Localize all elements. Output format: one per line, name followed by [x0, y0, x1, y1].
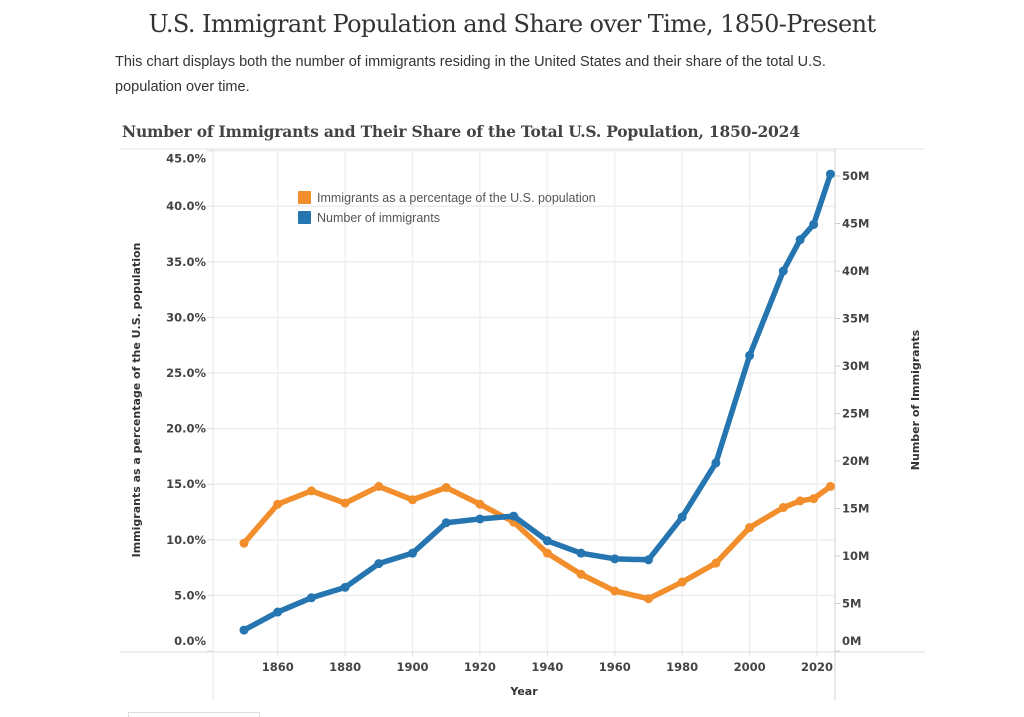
- right-tick-label: 20M: [842, 454, 869, 468]
- data-point-number: [745, 351, 755, 361]
- data-point-number: [778, 266, 788, 276]
- x-axis: 1860 1880 1900 1920 1940 1960 1980 2000 2020: [262, 652, 833, 674]
- left-tick-label: 20.0%: [166, 422, 206, 436]
- x-tick-label: 1860: [262, 660, 294, 674]
- data-point-percentage: [576, 569, 586, 579]
- legend-label-number: Number of immigrants: [317, 211, 440, 225]
- left-tick-label: 0.0%: [174, 634, 206, 648]
- x-tick-label: 1980: [666, 660, 698, 674]
- legend[interactable]: Immigrants as a percentage of the U.S. p…: [298, 191, 596, 225]
- data-point-number: [825, 169, 835, 179]
- data-point-number: [711, 458, 721, 468]
- data-point-number: [677, 512, 687, 522]
- data-point-number: [475, 514, 485, 524]
- series-layer: [239, 169, 835, 635]
- data-point-percentage: [825, 481, 835, 491]
- data-point-percentage: [643, 594, 653, 604]
- x-tick-label: 2020: [801, 660, 833, 674]
- data-point-percentage: [795, 496, 805, 506]
- gridlines: [213, 149, 835, 652]
- right-tick-label: 50M: [842, 169, 869, 183]
- data-point-number: [273, 607, 283, 617]
- legend-swatch-number: [298, 211, 311, 224]
- data-point-percentage: [677, 577, 687, 587]
- left-tick-label: 10.0%: [166, 533, 206, 547]
- data-point-number: [610, 554, 620, 564]
- x-tick-label: 1880: [329, 660, 361, 674]
- right-tick-label: 25M: [842, 407, 869, 421]
- x-tick-label: 1920: [464, 660, 496, 674]
- data-point-number: [576, 548, 586, 558]
- left-tick-label: 30.0%: [166, 310, 206, 324]
- data-point-number: [239, 625, 249, 635]
- chart-frame: [120, 148, 925, 700]
- data-point-number: [509, 511, 519, 521]
- data-point-percentage: [542, 548, 552, 558]
- page-title: U.S. Immigrant Population and Share over…: [148, 10, 876, 38]
- data-point-number: [306, 593, 316, 603]
- data-point-percentage: [711, 558, 721, 568]
- data-point-number: [795, 235, 805, 245]
- data-point-number: [408, 548, 418, 558]
- chart-title: Number of Immigrants and Their Share of …: [122, 122, 800, 141]
- right-tick-label: 5M: [842, 597, 861, 611]
- series-number: [239, 169, 835, 635]
- data-point-number: [374, 559, 384, 569]
- data-point-percentage: [745, 523, 755, 533]
- right-tick-label: 45M: [842, 217, 869, 231]
- right-tick-label: 40M: [842, 264, 869, 278]
- data-point-percentage: [610, 586, 620, 596]
- left-y-axis-title: Immigrants as a percentage of the U.S. p…: [130, 243, 143, 558]
- left-y-axis: 0.0% 5.0% 10.0% 15.0% 20.0% 25.0% 30.0% 35.0% 40…: [166, 150, 213, 652]
- right-tick-label: 10M: [842, 549, 869, 563]
- left-tick-label: 25.0%: [166, 366, 206, 380]
- page-description: This chart displays both the number of i…: [115, 54, 826, 95]
- left-tick-label: 15.0%: [166, 477, 206, 491]
- series-line-number: [241, 171, 834, 633]
- data-point-number: [643, 555, 653, 565]
- legend-label-percentage: Immigrants as a percentage of the U.S. p…: [317, 191, 596, 205]
- x-tick-label: 1900: [397, 660, 429, 674]
- right-tick-label: 35M: [842, 312, 869, 326]
- left-tick-label: 45.0%: [166, 152, 206, 166]
- right-tick-label: 30M: [842, 359, 869, 373]
- left-tick-label: 35.0%: [166, 255, 206, 269]
- data-point-number: [340, 582, 350, 592]
- data-point-percentage: [475, 499, 485, 509]
- data-point-percentage: [374, 481, 384, 491]
- x-tick-label: 1940: [531, 660, 563, 674]
- x-tick-label: 1960: [599, 660, 631, 674]
- series-percentage: [239, 481, 835, 604]
- data-point-percentage: [441, 483, 451, 493]
- data-point-percentage: [306, 486, 316, 496]
- data-point-number: [441, 518, 451, 528]
- left-tick-label: 40.0%: [166, 199, 206, 213]
- right-y-axis-title: Number of Immigrants: [909, 329, 922, 470]
- data-point-percentage: [239, 538, 249, 548]
- right-y-axis: 0M 5M 10M 15M 20M 25M 30M 35M 40M 45M 50M: [835, 169, 869, 652]
- data-point-percentage: [778, 503, 788, 513]
- data-point-percentage: [340, 498, 350, 508]
- right-tick-label: 0M: [842, 634, 861, 648]
- data-point-percentage: [273, 499, 283, 509]
- data-point-percentage: [408, 495, 418, 505]
- right-tick-label: 15M: [842, 502, 869, 516]
- data-point-number: [809, 219, 819, 229]
- x-axis-title: Year: [509, 685, 538, 698]
- legend-swatch-percentage: [298, 191, 311, 204]
- series-line-percentage: [241, 483, 834, 602]
- left-tick-label: 5.0%: [174, 588, 206, 602]
- data-point-number: [542, 536, 552, 546]
- data-point-percentage: [809, 494, 819, 504]
- x-tick-label: 2000: [734, 660, 766, 674]
